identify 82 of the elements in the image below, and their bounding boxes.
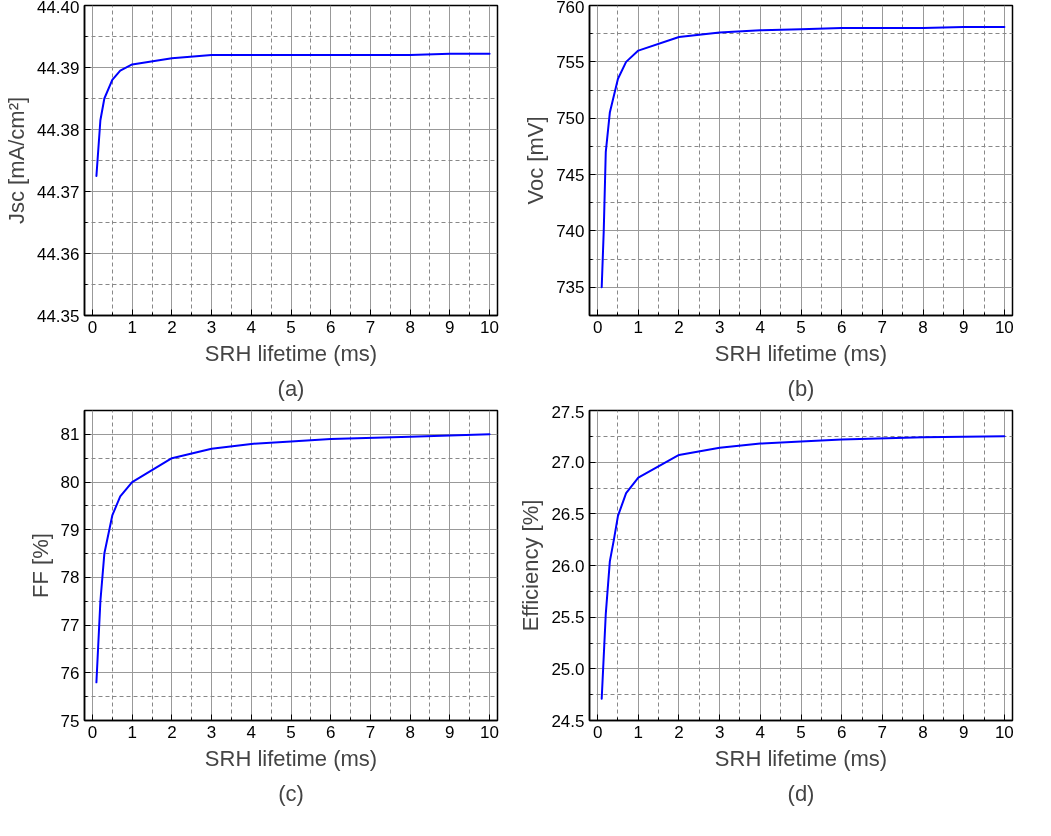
x-tick-label: 8 (918, 722, 928, 742)
y-tick-label: 750 (556, 109, 585, 129)
y-tick-label: 80 (60, 473, 80, 493)
x-tick-label: 5 (796, 722, 806, 742)
x-tick-label: 9 (958, 722, 969, 742)
y-tick-label: 44.40 (36, 0, 80, 17)
x-tick-label: 1 (127, 317, 137, 337)
x-tick-label: 10 (480, 317, 500, 337)
x-tick-label: 10 (994, 722, 1014, 742)
x-tick-label: 6 (325, 317, 336, 337)
x-tick-label: 2 (674, 317, 684, 337)
y-tick-label: 75 (60, 711, 80, 731)
x-tick-label: 9 (445, 317, 455, 337)
x-tick-label: 5 (286, 722, 296, 742)
y-tick-label: 44.35 (36, 306, 80, 326)
x-tick-label: 8 (405, 317, 415, 337)
x-tick-label: 8 (405, 722, 415, 742)
x-axis-title: SRH lifetime (ms) (714, 340, 888, 366)
y-axis-title: Voc [mV] (523, 116, 549, 205)
y-axis-title: Efficiency [%] (518, 499, 544, 632)
y-tick-label: 78 (60, 568, 80, 588)
x-tick-label: 3 (206, 317, 217, 337)
text: (d) (787, 780, 815, 806)
y-tick-label: 26.5 (551, 504, 585, 524)
y-tick-label: 24.5 (551, 711, 585, 731)
x-tick-label: 6 (325, 722, 336, 742)
y-tick-label: 27.0 (551, 453, 585, 473)
x-tick-label: 9 (958, 317, 969, 337)
x-tick-label: 1 (127, 722, 137, 742)
x-tick-label: 3 (714, 722, 725, 742)
x-tick-label: 9 (445, 722, 455, 742)
x-tick-label: 4 (246, 317, 257, 337)
x-tick-label: 7 (365, 722, 376, 742)
x-tick-label: 3 (714, 317, 725, 337)
x-tick-label: 2 (167, 722, 177, 742)
x-tick-label: 8 (918, 317, 928, 337)
y-tick-label: 44.38 (36, 120, 80, 140)
y-tick-label: 44.36 (36, 244, 80, 264)
x-tick-label: 0 (592, 722, 603, 742)
y-axis-title: FF [%] (27, 533, 53, 598)
y-tick-label: 755 (556, 52, 585, 72)
x-tick-label: 7 (877, 317, 888, 337)
y-tick-label: 76 (60, 663, 80, 683)
x-axis-title: SRH lifetime (ms) (204, 340, 378, 366)
text: (b) (787, 375, 815, 401)
x-tick-label: 7 (877, 722, 888, 742)
y-tick-label: 25.0 (551, 659, 585, 679)
x-tick-label: 5 (286, 317, 296, 337)
x-tick-label: 0 (87, 317, 98, 337)
x-axis-title: SRH lifetime (ms) (204, 745, 378, 771)
x-tick-label: 6 (836, 722, 847, 742)
x-tick-label: 6 (836, 317, 847, 337)
x-tick-label: 4 (246, 722, 257, 742)
x-tick-label: 1 (633, 317, 644, 337)
x-tick-label: 7 (365, 317, 376, 337)
y-tick-label: 81 (60, 425, 80, 445)
y-axis-title: Jsc [mA/cm²] (3, 96, 29, 225)
x-tick-label: 5 (796, 317, 806, 337)
text: (a) (277, 375, 305, 401)
x-tick-label: 4 (755, 722, 766, 742)
x-tick-label: 4 (755, 317, 766, 337)
y-tick-label: 735 (556, 278, 585, 298)
x-axis-title: SRH lifetime (ms) (714, 745, 888, 771)
x-tick-label: 10 (480, 722, 500, 742)
y-tick-label: 760 (556, 0, 585, 17)
y-tick-label: 740 (556, 221, 585, 241)
x-tick-label: 1 (633, 722, 644, 742)
y-tick-label: 27.5 (551, 402, 585, 422)
x-tick-label: 2 (674, 722, 684, 742)
y-tick-label: 26.0 (551, 556, 585, 576)
y-tick-label: 44.37 (36, 182, 80, 202)
x-tick-label: 0 (592, 317, 603, 337)
y-tick-label: 745 (556, 165, 585, 185)
x-tick-label: 0 (87, 722, 98, 742)
x-tick-label: 2 (167, 317, 177, 337)
y-tick-label: 79 (60, 520, 80, 540)
text: (c) (278, 780, 304, 806)
x-tick-label: 3 (206, 722, 217, 742)
x-tick-label: 10 (994, 317, 1014, 337)
y-tick-label: 77 (60, 616, 80, 636)
y-tick-label: 44.39 (36, 58, 80, 78)
y-tick-label: 25.5 (551, 608, 585, 628)
